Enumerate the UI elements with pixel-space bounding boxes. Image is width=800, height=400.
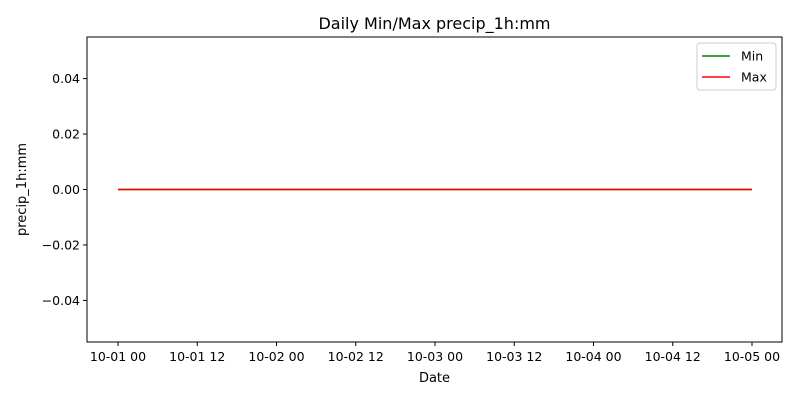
y-tick-label: 0.04 — [52, 71, 80, 86]
y-tick-label: 0.02 — [52, 127, 80, 142]
x-tick-label: 10-01 12 — [169, 349, 225, 364]
x-tick-label: 10-03 12 — [486, 349, 542, 364]
x-tick-label: 10-02 00 — [248, 349, 304, 364]
y-axis-ticks: 0.04 0.02 0.00 −0.02 −0.04 — [42, 71, 87, 308]
x-tick-label: 10-01 00 — [90, 349, 146, 364]
x-tick-label: 10-05 00 — [724, 349, 780, 364]
x-tick-label: 10-04 00 — [565, 349, 621, 364]
x-tick-label: 10-02 12 — [328, 349, 384, 364]
y-axis-title: precip_1h:mm — [15, 143, 30, 236]
legend-label-max: Max — [741, 70, 767, 85]
legend: Min Max — [696, 42, 777, 91]
legend-box — [696, 42, 777, 91]
x-tick-label: 10-03 00 — [407, 349, 463, 364]
legend-label-min: Min — [741, 49, 763, 64]
chart-title: Daily Min/Max precip_1h:mm — [318, 14, 550, 34]
x-tick-label: 10-04 12 — [645, 349, 701, 364]
x-axis-title: Date — [419, 371, 450, 386]
y-tick-label: −0.02 — [42, 237, 80, 252]
x-axis-ticks: 10-01 00 10-01 12 10-02 00 10-02 12 10-03 00… — [90, 342, 780, 364]
y-tick-label: −0.04 — [42, 293, 80, 308]
y-tick-label: 0.00 — [52, 182, 80, 197]
